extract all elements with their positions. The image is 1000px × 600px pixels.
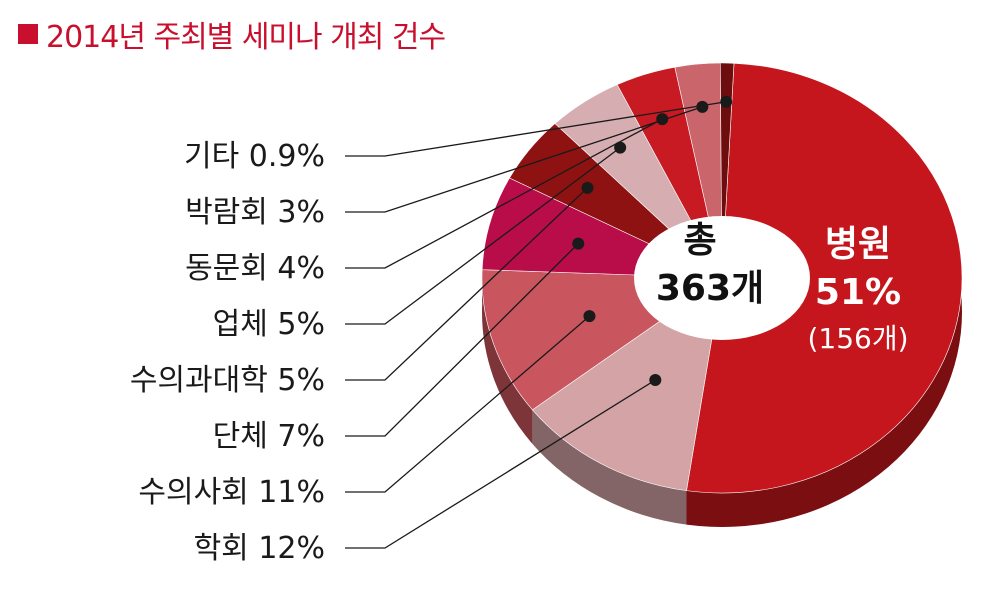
leader-dot-1 — [696, 100, 709, 113]
leader-line-1 — [345, 106, 703, 213]
slice-label-3: 업체 5% — [213, 307, 325, 342]
slice-label-5: 단체 7% — [213, 419, 325, 454]
slice-label-4: 수의과대학 5% — [130, 363, 325, 398]
highlight-percent: 51% — [815, 272, 901, 313]
center-label-line1: 총 — [683, 220, 716, 261]
leader-line-5 — [345, 243, 579, 437]
highlight-count: (156개) — [807, 322, 908, 355]
slice-병원 — [686, 62, 963, 494]
slice-학회 — [531, 277, 723, 491]
title-marker-square — [18, 24, 38, 44]
leader-line-7 — [345, 379, 656, 549]
leader-line-4 — [345, 187, 588, 381]
leader-dot-2 — [656, 113, 669, 126]
leader-line-6 — [345, 315, 590, 493]
chart-title: 2014년 주최별 세미나 개최 건수 — [46, 20, 446, 55]
chart-title-row: 2014년 주최별 세미나 개최 건수 — [18, 12, 446, 56]
slice-label-7: 학회 12% — [194, 531, 325, 566]
leader-dot-7 — [649, 374, 662, 387]
leader-dot-5 — [572, 237, 585, 250]
highlight-name: 병원 — [825, 224, 891, 265]
leader-dot-3 — [614, 141, 627, 154]
slice-side-2 — [481, 269, 533, 444]
leader-line-3 — [345, 147, 621, 325]
slice-labels: 기타 0.9% 박람회 3% 동문회 4% 업체 5% 수의과대학 5% 단체 7% 수의사… — [130, 139, 325, 566]
slice-label-2: 동문회 4% — [185, 251, 325, 286]
slice-label-0: 기타 0.9% — [184, 139, 325, 174]
leader-line-0 — [345, 101, 727, 157]
slice-label-1: 박람회 3% — [185, 195, 325, 230]
leader-dot-0 — [720, 95, 733, 108]
slice-side-1 — [532, 409, 687, 525]
leader-dot-4 — [581, 181, 594, 194]
donut-hole — [634, 216, 810, 340]
leader-dot-6 — [583, 310, 596, 323]
slice-label-6: 수의사회 11% — [138, 475, 325, 510]
leader-line-2 — [345, 118, 663, 269]
center-label-total: 363개 — [656, 268, 764, 309]
leader-lines — [345, 95, 733, 549]
